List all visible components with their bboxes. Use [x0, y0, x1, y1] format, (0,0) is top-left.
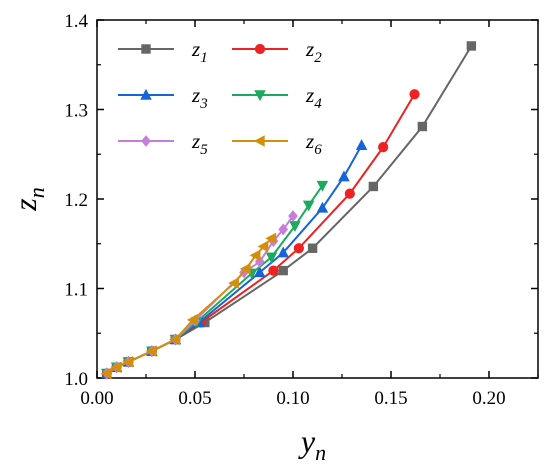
x-tick-label: 0.05 — [178, 388, 211, 409]
data-point — [355, 139, 368, 151]
series-z1 — [102, 41, 477, 379]
legend-marker — [254, 90, 266, 102]
data-point — [100, 367, 112, 380]
data-point — [257, 240, 269, 253]
data-point — [249, 249, 261, 262]
data-point — [145, 345, 157, 357]
data-point — [316, 201, 329, 213]
data-point — [302, 200, 315, 212]
x-tick-label: 0.20 — [472, 388, 505, 409]
data-point — [466, 41, 477, 51]
data-point — [228, 277, 239, 289]
data-point — [288, 210, 298, 222]
data-point — [316, 180, 329, 192]
data-point — [293, 243, 304, 254]
y-tick-label: 1.0 — [64, 369, 88, 390]
legend-label: z6 — [305, 129, 322, 158]
legend-label: z2 — [305, 37, 322, 66]
series-z2 — [101, 89, 420, 379]
data-point — [265, 252, 278, 264]
legend-marker — [141, 135, 151, 147]
legend-label: z5 — [191, 129, 208, 158]
series-z3 — [101, 139, 368, 379]
legend-marker — [253, 135, 265, 147]
x-tick-label: 0.00 — [80, 388, 113, 409]
legend: z1 z2 z3 z4 z5 z6 — [118, 37, 322, 158]
legend-item: z1 — [118, 37, 208, 66]
y-axis-label: zn — [7, 187, 49, 211]
data-point — [239, 263, 251, 275]
data-point — [409, 89, 420, 100]
legend-item: z2 — [232, 37, 322, 66]
data-point — [344, 188, 355, 199]
data-point — [265, 232, 277, 245]
legend-item: z3 — [118, 83, 208, 112]
series-z5 — [101, 210, 298, 380]
data-point — [278, 223, 289, 236]
data-point — [278, 265, 288, 276]
series-line — [106, 215, 294, 375]
x-axis-label: yn — [298, 423, 326, 465]
y-tick-label: 1.2 — [64, 190, 88, 211]
series-line — [106, 93, 416, 375]
legend-label: z1 — [191, 37, 208, 66]
data-point — [289, 221, 301, 233]
data-point — [268, 265, 279, 276]
x-tick-label: 0.10 — [276, 388, 309, 409]
legend-item: z5 — [118, 129, 208, 158]
series-z6 — [100, 232, 277, 380]
data-point — [417, 121, 428, 132]
data-point — [253, 266, 266, 278]
data-point — [169, 333, 181, 346]
data-point — [378, 141, 389, 153]
data-point — [110, 361, 122, 374]
legend-marker — [254, 43, 266, 55]
x-tick-label: 0.15 — [374, 388, 407, 409]
y-tick-label: 1.4 — [64, 11, 88, 32]
data-point — [307, 243, 318, 253]
legend-item: z4 — [232, 83, 322, 112]
data-point — [338, 170, 350, 182]
data-point — [277, 246, 289, 258]
legend-label: z4 — [305, 83, 322, 112]
series-line — [106, 144, 363, 375]
data-point — [368, 181, 379, 192]
y-tick-label: 1.1 — [64, 280, 88, 301]
data-point — [122, 356, 134, 368]
plot-frame — [96, 19, 539, 379]
data-point — [186, 314, 198, 326]
legend-label: z3 — [191, 83, 208, 112]
legend-marker — [140, 88, 152, 100]
legend-item: z6 — [232, 129, 322, 158]
axes: 0.00 0.05 0.10 0.15 0.20 1.0 1.1 1.2 1.3 1.4 — [64, 11, 539, 409]
y-tick-label: 1.3 — [64, 101, 88, 122]
axis-labels: yn zn — [7, 187, 326, 465]
series-line — [106, 237, 273, 375]
series-layer — [100, 41, 477, 380]
legend-marker — [141, 44, 151, 54]
